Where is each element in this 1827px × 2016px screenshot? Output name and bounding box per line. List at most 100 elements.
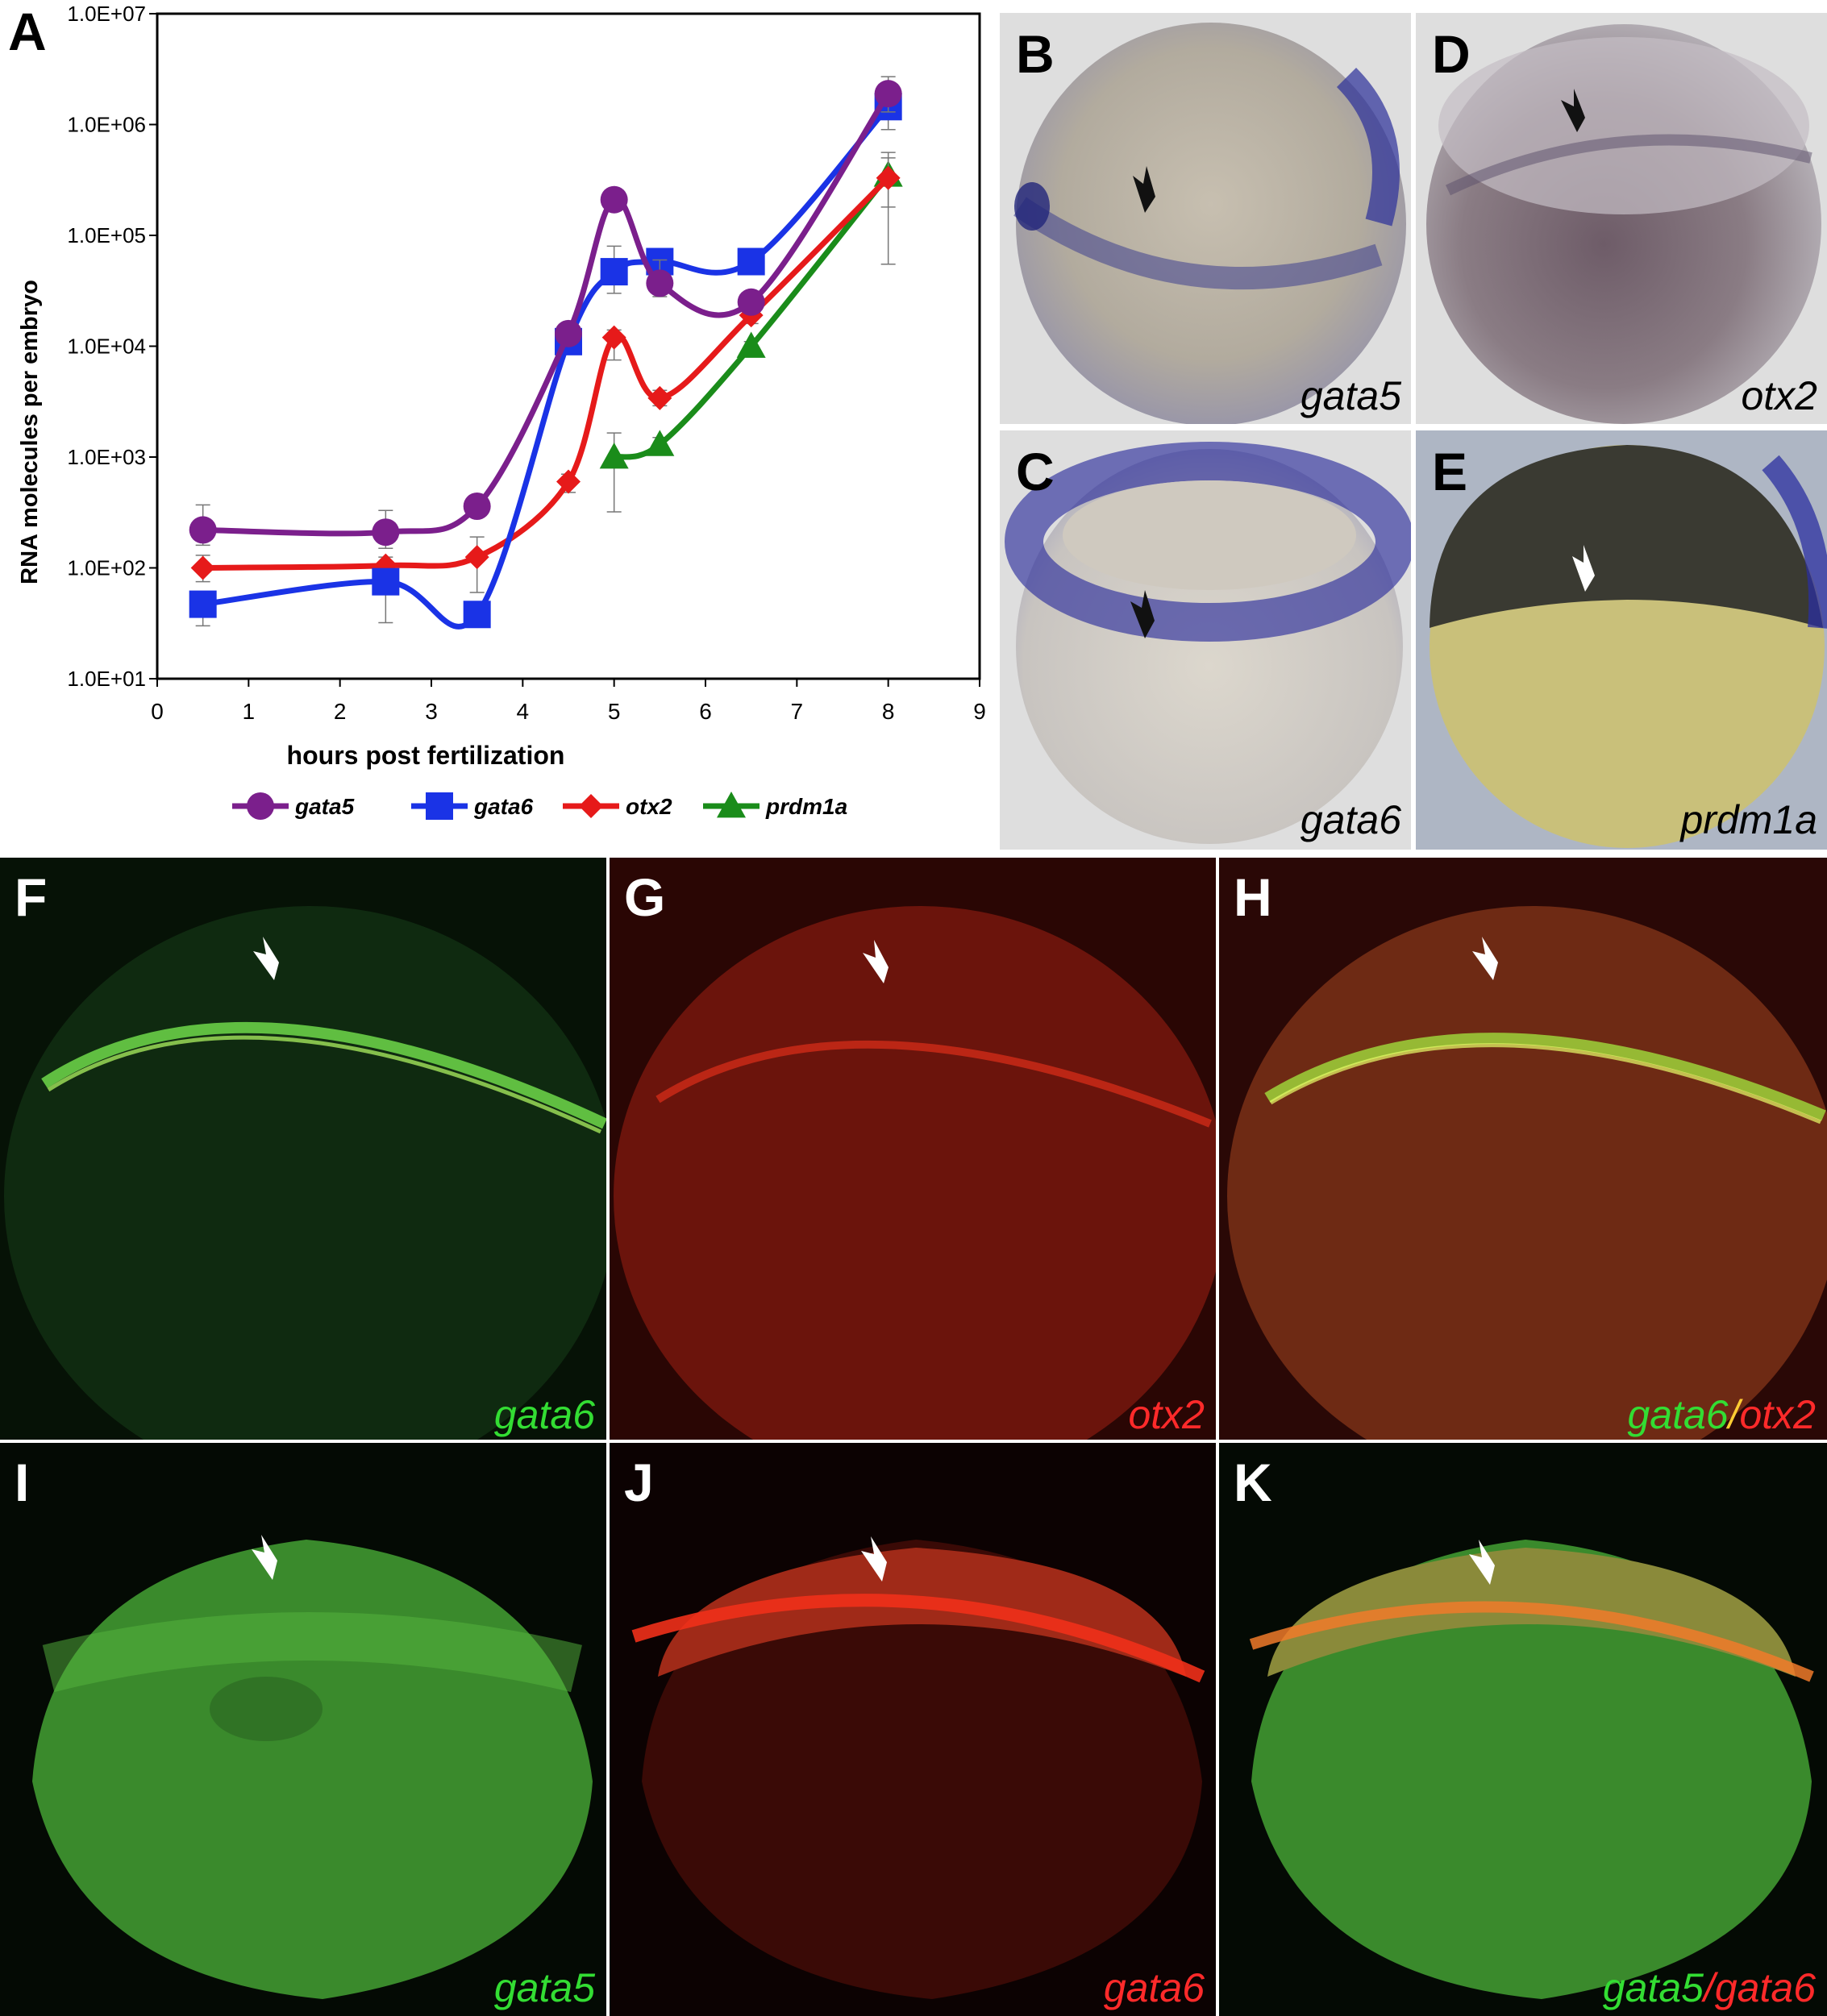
series-line-prdm1a [613, 173, 891, 460]
panel-letter-j: J [624, 1453, 654, 1512]
y-tick-label: 1.0E+03 [67, 445, 146, 469]
x-tick-label: 4 [517, 699, 530, 724]
expression-chart: 0 1 2 3 4 5 6 7 8 9 1.0E+01 1.0E+02 1.0E+03 1.0E+04 1.… [17, 2, 986, 820]
arrowhead-icon [861, 1536, 887, 1582]
y-tick-label: 1.0E+06 [67, 113, 146, 137]
panel-i-gene-label: gata5 [493, 1965, 595, 2010]
panel-h-image [1227, 906, 1827, 1440]
data-point-gata6 [463, 601, 491, 629]
panel-letter-c: C [1016, 442, 1055, 501]
panel-d-photo: otx2 D [1416, 13, 1827, 424]
panel-c-photo: gata6 C [1000, 430, 1411, 850]
data-point-gata5 [372, 518, 400, 547]
panel-g-photo: otx2 G [610, 858, 1216, 1440]
legend-label: otx2 [626, 794, 672, 819]
panel-letter-b: B [1016, 24, 1055, 84]
panel-c-gene-label: gata6 [1300, 797, 1401, 842]
panel-d-gene-label: otx2 [1741, 373, 1817, 418]
x-tick-label: 0 [151, 699, 164, 724]
data-point-otx2 [601, 325, 626, 350]
panel-letter-g: G [624, 867, 666, 927]
series-line-otx2 [202, 176, 891, 571]
arrowhead-icon [1469, 1540, 1495, 1585]
panel-h-label-red: otx2 [1739, 1392, 1816, 1437]
panel-letter-a: A [8, 2, 47, 61]
panel-j-gene-label: gata6 [1103, 1965, 1205, 2010]
x-tick-label: 2 [334, 699, 347, 724]
panel-f-image [4, 906, 606, 1440]
panel-b-gene-label: gata5 [1300, 373, 1401, 418]
arrowhead-icon [1133, 166, 1155, 213]
panel-letter-d: D [1432, 24, 1471, 84]
data-point-gata6 [372, 567, 400, 596]
legend-marker [426, 792, 453, 820]
panel-letter-h: H [1234, 867, 1272, 927]
panel-c-image [1000, 430, 1411, 850]
panel-f-photo: gata6 F [0, 858, 606, 1440]
chart-series-layer [189, 76, 903, 630]
data-point-gata5 [463, 493, 491, 521]
panel-letter-i: I [15, 1453, 30, 1512]
legend-marker [247, 792, 274, 820]
x-tick-label: 5 [608, 699, 621, 724]
panel-e-photo: prdm1a E [1416, 430, 1827, 850]
series-gata6 [189, 84, 902, 630]
panel-k-photo: gata5/gata6 K [1219, 1443, 1827, 2016]
panel-d-image [1416, 13, 1827, 424]
arrowhead-icon [1472, 937, 1498, 980]
chart-legend: gata5 gata6 otx2 prdm1a [232, 792, 847, 820]
panel-k-label-green: gata5 [1602, 1965, 1704, 2010]
data-point-gata6 [189, 590, 217, 618]
panel-j-photo: gata6 J [610, 1443, 1216, 2016]
panel-f-gene-label: gata6 [493, 1392, 595, 1437]
panel-g-image [614, 906, 1216, 1440]
panel-k-label-red: gata6 [1714, 1965, 1816, 2010]
chart-axes: 0 1 2 3 4 5 6 7 8 9 1.0E+01 1.0E+02 1.0E+03 1.0E+04 1.… [67, 2, 985, 724]
legend-item-gata6: gata6 [411, 792, 534, 820]
data-point-otx2 [190, 555, 215, 580]
panel-e-gene-label: prdm1a [1680, 797, 1817, 842]
data-point-gata6 [600, 258, 628, 286]
legend-label: gata5 [294, 794, 355, 819]
legend-marker [717, 792, 746, 818]
data-point-gata5 [646, 269, 674, 297]
panel-h-label-green: gata6 [1627, 1392, 1729, 1437]
data-point-otx2 [464, 545, 489, 570]
x-tick-label: 9 [973, 699, 986, 724]
data-point-gata5 [874, 80, 902, 108]
arrowhead-icon [1572, 545, 1595, 592]
panel-b-photo: gata5 B [1000, 13, 1411, 424]
panel-k-label-sep: / [1703, 1965, 1715, 2010]
arrowhead-icon [253, 937, 279, 980]
panel-k-gene-label: gata5/gata6 [1603, 1968, 1816, 2008]
data-point-gata5 [555, 319, 582, 347]
data-point-gata6 [737, 247, 765, 276]
series-gata5 [189, 76, 902, 550]
y-axis-label: RNA molecules per embryo [17, 280, 43, 584]
panel-j-image [631, 1536, 1205, 1999]
panel-letter-k: K [1234, 1453, 1272, 1512]
y-tick-label: 1.0E+01 [67, 667, 146, 691]
arrowhead-icon [1130, 590, 1155, 638]
data-point-otx2 [556, 469, 581, 494]
y-tick-label: 1.0E+02 [67, 556, 146, 580]
x-tick-label: 6 [699, 699, 712, 724]
data-point-gata5 [600, 185, 628, 214]
panel-g-gene-label: otx2 [1128, 1392, 1205, 1437]
data-point-prdm1a [599, 443, 629, 469]
panel-i-photo: gata5 I [0, 1443, 606, 2016]
legend-item-prdm1a: prdm1a [703, 792, 847, 819]
data-point-otx2 [647, 385, 672, 410]
panel-letter-e: E [1432, 442, 1468, 501]
series-line-gata5 [202, 92, 891, 537]
arrowhead-icon [1561, 89, 1585, 132]
x-tick-label: 3 [425, 699, 438, 724]
panel-letter-f: F [15, 867, 48, 927]
x-tick-label: 7 [791, 699, 804, 724]
data-point-prdm1a [645, 430, 675, 456]
panel-h-label-sep: / [1728, 1392, 1740, 1437]
data-point-gata5 [737, 288, 765, 316]
x-tick-label: 1 [243, 699, 256, 724]
data-point-gata5 [189, 516, 217, 544]
